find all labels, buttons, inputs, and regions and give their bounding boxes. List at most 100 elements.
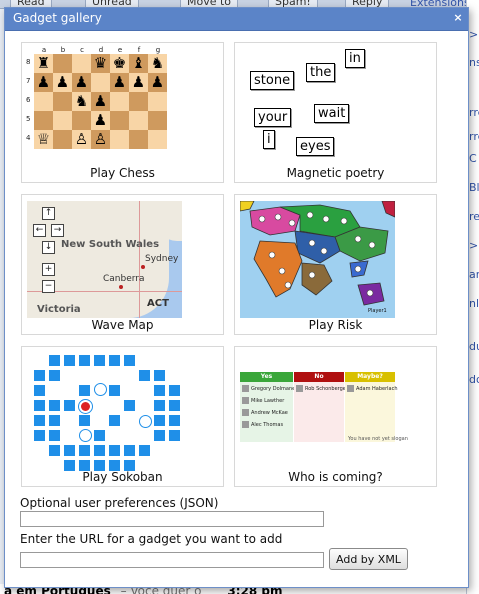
who-thumbnail: Yes Gregory Dolmanette Mike Lawther Andr… (240, 372, 408, 442)
sokoban-wall (34, 400, 45, 411)
add-by-xml-button[interactable]: Add by XML (329, 548, 408, 570)
map-territory-label: ACT (147, 298, 169, 309)
sokoban-wall (34, 385, 45, 396)
map-pan-right-button[interactable]: → (51, 224, 64, 237)
sokoban-wall (154, 415, 165, 426)
map-zoom-in-button[interactable]: + (42, 263, 55, 276)
chess-square (148, 130, 167, 149)
bg-fragment: do (469, 373, 479, 386)
map-thumbnail: ↑ ← → ↓ + − New South Wales Sydney Canbe… (27, 201, 182, 318)
chess-square: ♟ (110, 73, 129, 92)
poetry-word: the (306, 63, 336, 82)
gadget-tile-who[interactable]: Yes Gregory Dolmanette Mike Lawther Andr… (234, 346, 437, 487)
map-pan-left-button[interactable]: ← (33, 224, 46, 237)
who-yes-header: Yes (240, 372, 293, 382)
sokoban-goal (139, 415, 152, 428)
chess-square (53, 92, 72, 111)
bg-fragment: ren (469, 210, 479, 223)
sokoban-box (94, 430, 105, 441)
sokoban-wall (64, 445, 75, 456)
chess-file-label: e (117, 46, 123, 54)
sokoban-box (79, 385, 90, 396)
sokoban-wall (94, 355, 105, 366)
dialog-titlebar: Gadget gallery × (5, 8, 468, 31)
sokoban-box (109, 415, 120, 426)
chess-square: ♚ (110, 54, 129, 73)
chess-file-label: b (60, 46, 66, 54)
who-person: Gregory Dolmanette (242, 385, 302, 392)
gadget-tile-map[interactable]: ↑ ← → ↓ + − New South Wales Sydney Canbe… (21, 194, 224, 335)
map-land (157, 201, 182, 241)
map-pan-down-button[interactable]: ↓ (42, 241, 55, 254)
risk-map (240, 201, 395, 306)
gadget-url-input[interactable] (20, 552, 324, 568)
bg-fragment: rre (469, 106, 479, 119)
sokoban-wall (64, 355, 75, 366)
sokoban-wall (139, 370, 150, 381)
gadget-label: Who is coming? (288, 470, 383, 484)
gadget-tile-sokoban[interactable]: Play Sokoban (21, 346, 224, 487)
sokoban-wall (49, 370, 60, 381)
bg-fragment: Blip (469, 181, 479, 194)
background-message-row[interactable]: a em Português – Você quer o 3:28 pm (0, 584, 466, 594)
gadget-tile-poetry[interactable]: in the stone wait your i eyes Magnetic p… (234, 42, 437, 183)
sokoban-wall (154, 385, 165, 396)
prefs-input[interactable] (20, 511, 324, 527)
chess-rank-label: 7 (26, 77, 31, 85)
chess-square: ♞ (72, 92, 91, 111)
who-footer: You have not yet slogan (348, 436, 408, 442)
close-icon[interactable]: × (453, 11, 463, 24)
map-marker (119, 285, 123, 289)
poetry-word: wait (314, 104, 350, 123)
map-zoom-out-button[interactable]: − (42, 280, 55, 293)
sokoban-box (124, 400, 135, 411)
bg-fragment: ant (469, 268, 479, 281)
sokoban-wall (49, 430, 60, 441)
who-no-column: No Rob Schonberger (294, 372, 348, 442)
sokoban-wall (109, 460, 120, 471)
chess-square (148, 111, 167, 130)
sokoban-box (64, 400, 75, 411)
chess-rank-label: 4 (26, 134, 31, 142)
sokoban-wall (124, 460, 135, 471)
chess-square (129, 92, 148, 111)
chess-square: ♟ (129, 73, 148, 92)
poetry-word: your (254, 108, 292, 127)
chess-square: ♛ (91, 54, 110, 73)
chess-square (110, 92, 129, 111)
who-no-header: No (294, 372, 344, 382)
sokoban-thumbnail (27, 351, 182, 471)
chess-square: ♕ (34, 130, 53, 149)
chess-square: ♙ (72, 130, 91, 149)
sokoban-wall (64, 460, 75, 471)
map-city-label: Canberra (103, 274, 145, 284)
prefs-label: Optional user preferences (JSON) (20, 496, 219, 510)
who-person: Andrew McKae (242, 409, 288, 416)
sokoban-goal (79, 429, 92, 442)
gadget-tile-risk[interactable]: Player1 Play Risk (234, 194, 437, 335)
gadget-label: Wave Map (91, 318, 154, 332)
chess-square (129, 130, 148, 149)
sokoban-box (79, 415, 90, 426)
sokoban-wall (34, 370, 45, 381)
chess-file-label: g (155, 46, 161, 54)
chess-square (110, 111, 129, 130)
sokoban-wall (169, 400, 180, 411)
poetry-word: i (263, 130, 275, 149)
gadget-label: Play Chess (90, 166, 155, 180)
bg-fragment: nli (469, 297, 479, 310)
chess-file-label: f (137, 46, 141, 54)
extensions-link[interactable]: Extensions (410, 0, 470, 9)
chess-square: ♟ (148, 73, 167, 92)
sokoban-wall (154, 370, 165, 381)
poetry-thumbnail: in the stone wait your i eyes (240, 49, 395, 164)
map-pan-up-button[interactable]: ↑ (42, 207, 55, 220)
chess-board: ♜ ♛ ♚ ♝ ♞ ♟ ♟ ♟ ♟ ♟ ♟ ♞ ♟ ♟ ♕ ♙ ♙ (34, 54, 186, 168)
chess-square (53, 111, 72, 130)
who-person: Adam Haberlach (347, 385, 398, 392)
sokoban-wall (34, 415, 45, 426)
who-person: Alec Thomas (242, 421, 283, 428)
sokoban-wall (34, 430, 45, 441)
